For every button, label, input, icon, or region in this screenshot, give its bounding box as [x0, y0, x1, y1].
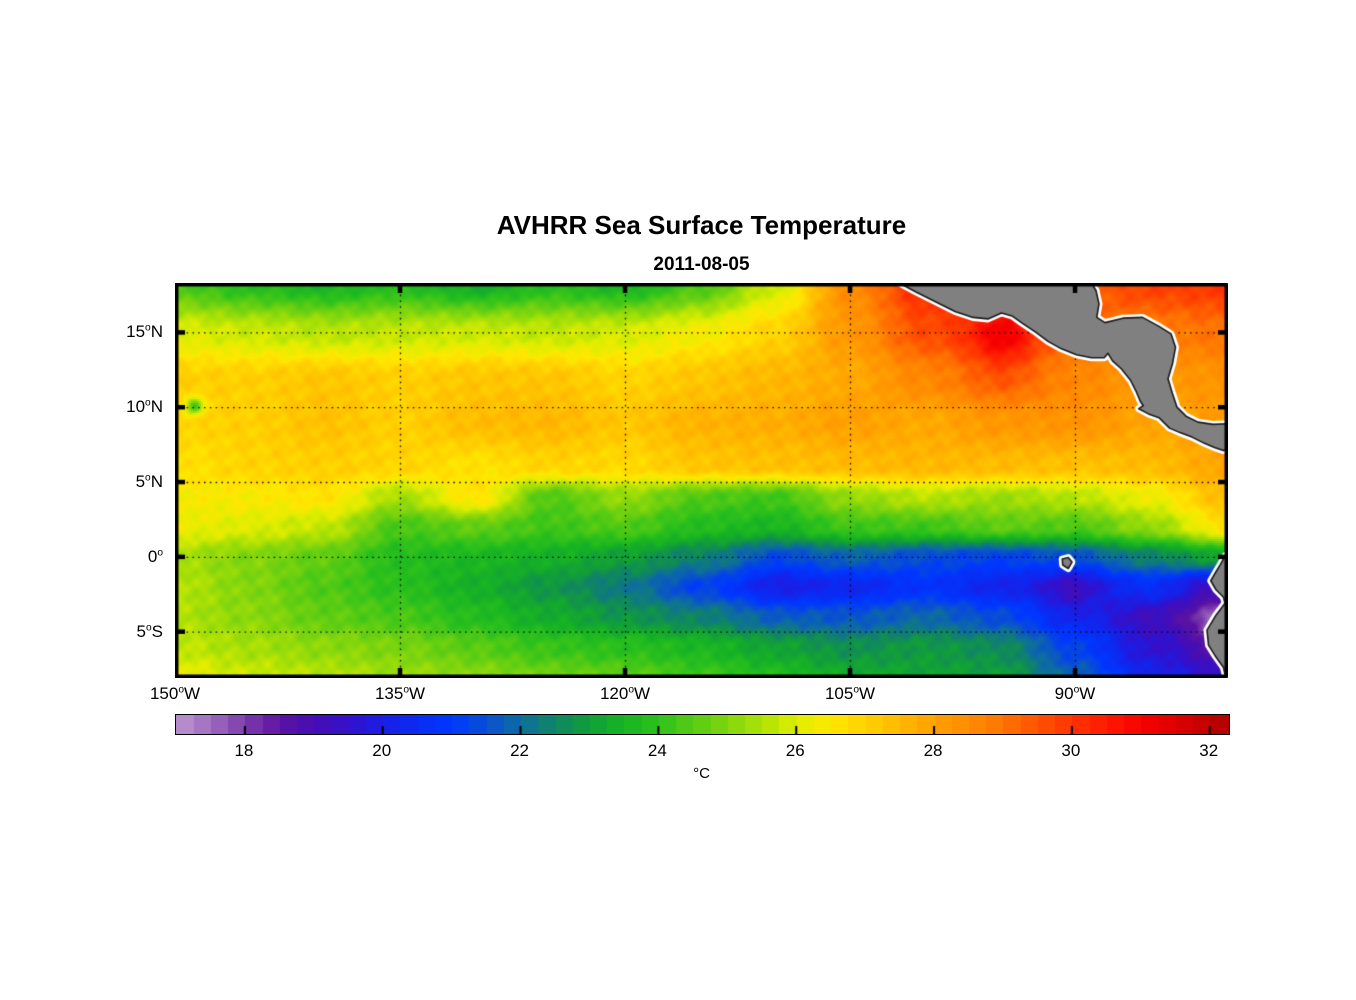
sst-map-canvas — [175, 283, 1228, 678]
x-tick-label: 135oW — [374, 684, 426, 703]
y-tick-label: 5oN — [135, 471, 163, 491]
y-tick-label: 0o — [147, 546, 163, 566]
colorbar-tick-label: 26 — [785, 741, 805, 760]
x-tick-label: 150oW — [149, 684, 201, 703]
y-tick-label: 15oN — [126, 322, 163, 342]
colorbar-unit-label: °C — [693, 765, 710, 782]
y-tick-label: 10oN — [126, 397, 163, 417]
colorbar-gradient — [175, 714, 1230, 735]
x-tick-label: 120oW — [599, 684, 651, 703]
figure-date-subtitle: 2011-08-05 — [653, 254, 750, 275]
colorbar-tick-label: 24 — [647, 741, 667, 760]
colorbar — [175, 714, 1230, 735]
colorbar-tick-label: 22 — [510, 741, 530, 760]
colorbar-tick-label: 30 — [1061, 741, 1081, 760]
figure-title: AVHRR Sea Surface Temperature — [496, 210, 907, 240]
sst-map-axes — [175, 283, 1228, 678]
colorbar-tick-label: 18 — [234, 741, 254, 760]
colorbar-tick-label: 32 — [1199, 741, 1219, 760]
colorbar-tick-label: 28 — [923, 741, 943, 760]
x-tick-label: 90oW — [1054, 684, 1096, 703]
y-tick-label: 5oS — [136, 621, 163, 641]
x-tick-label: 105oW — [824, 684, 876, 703]
colorbar-tick-label: 20 — [372, 741, 392, 760]
